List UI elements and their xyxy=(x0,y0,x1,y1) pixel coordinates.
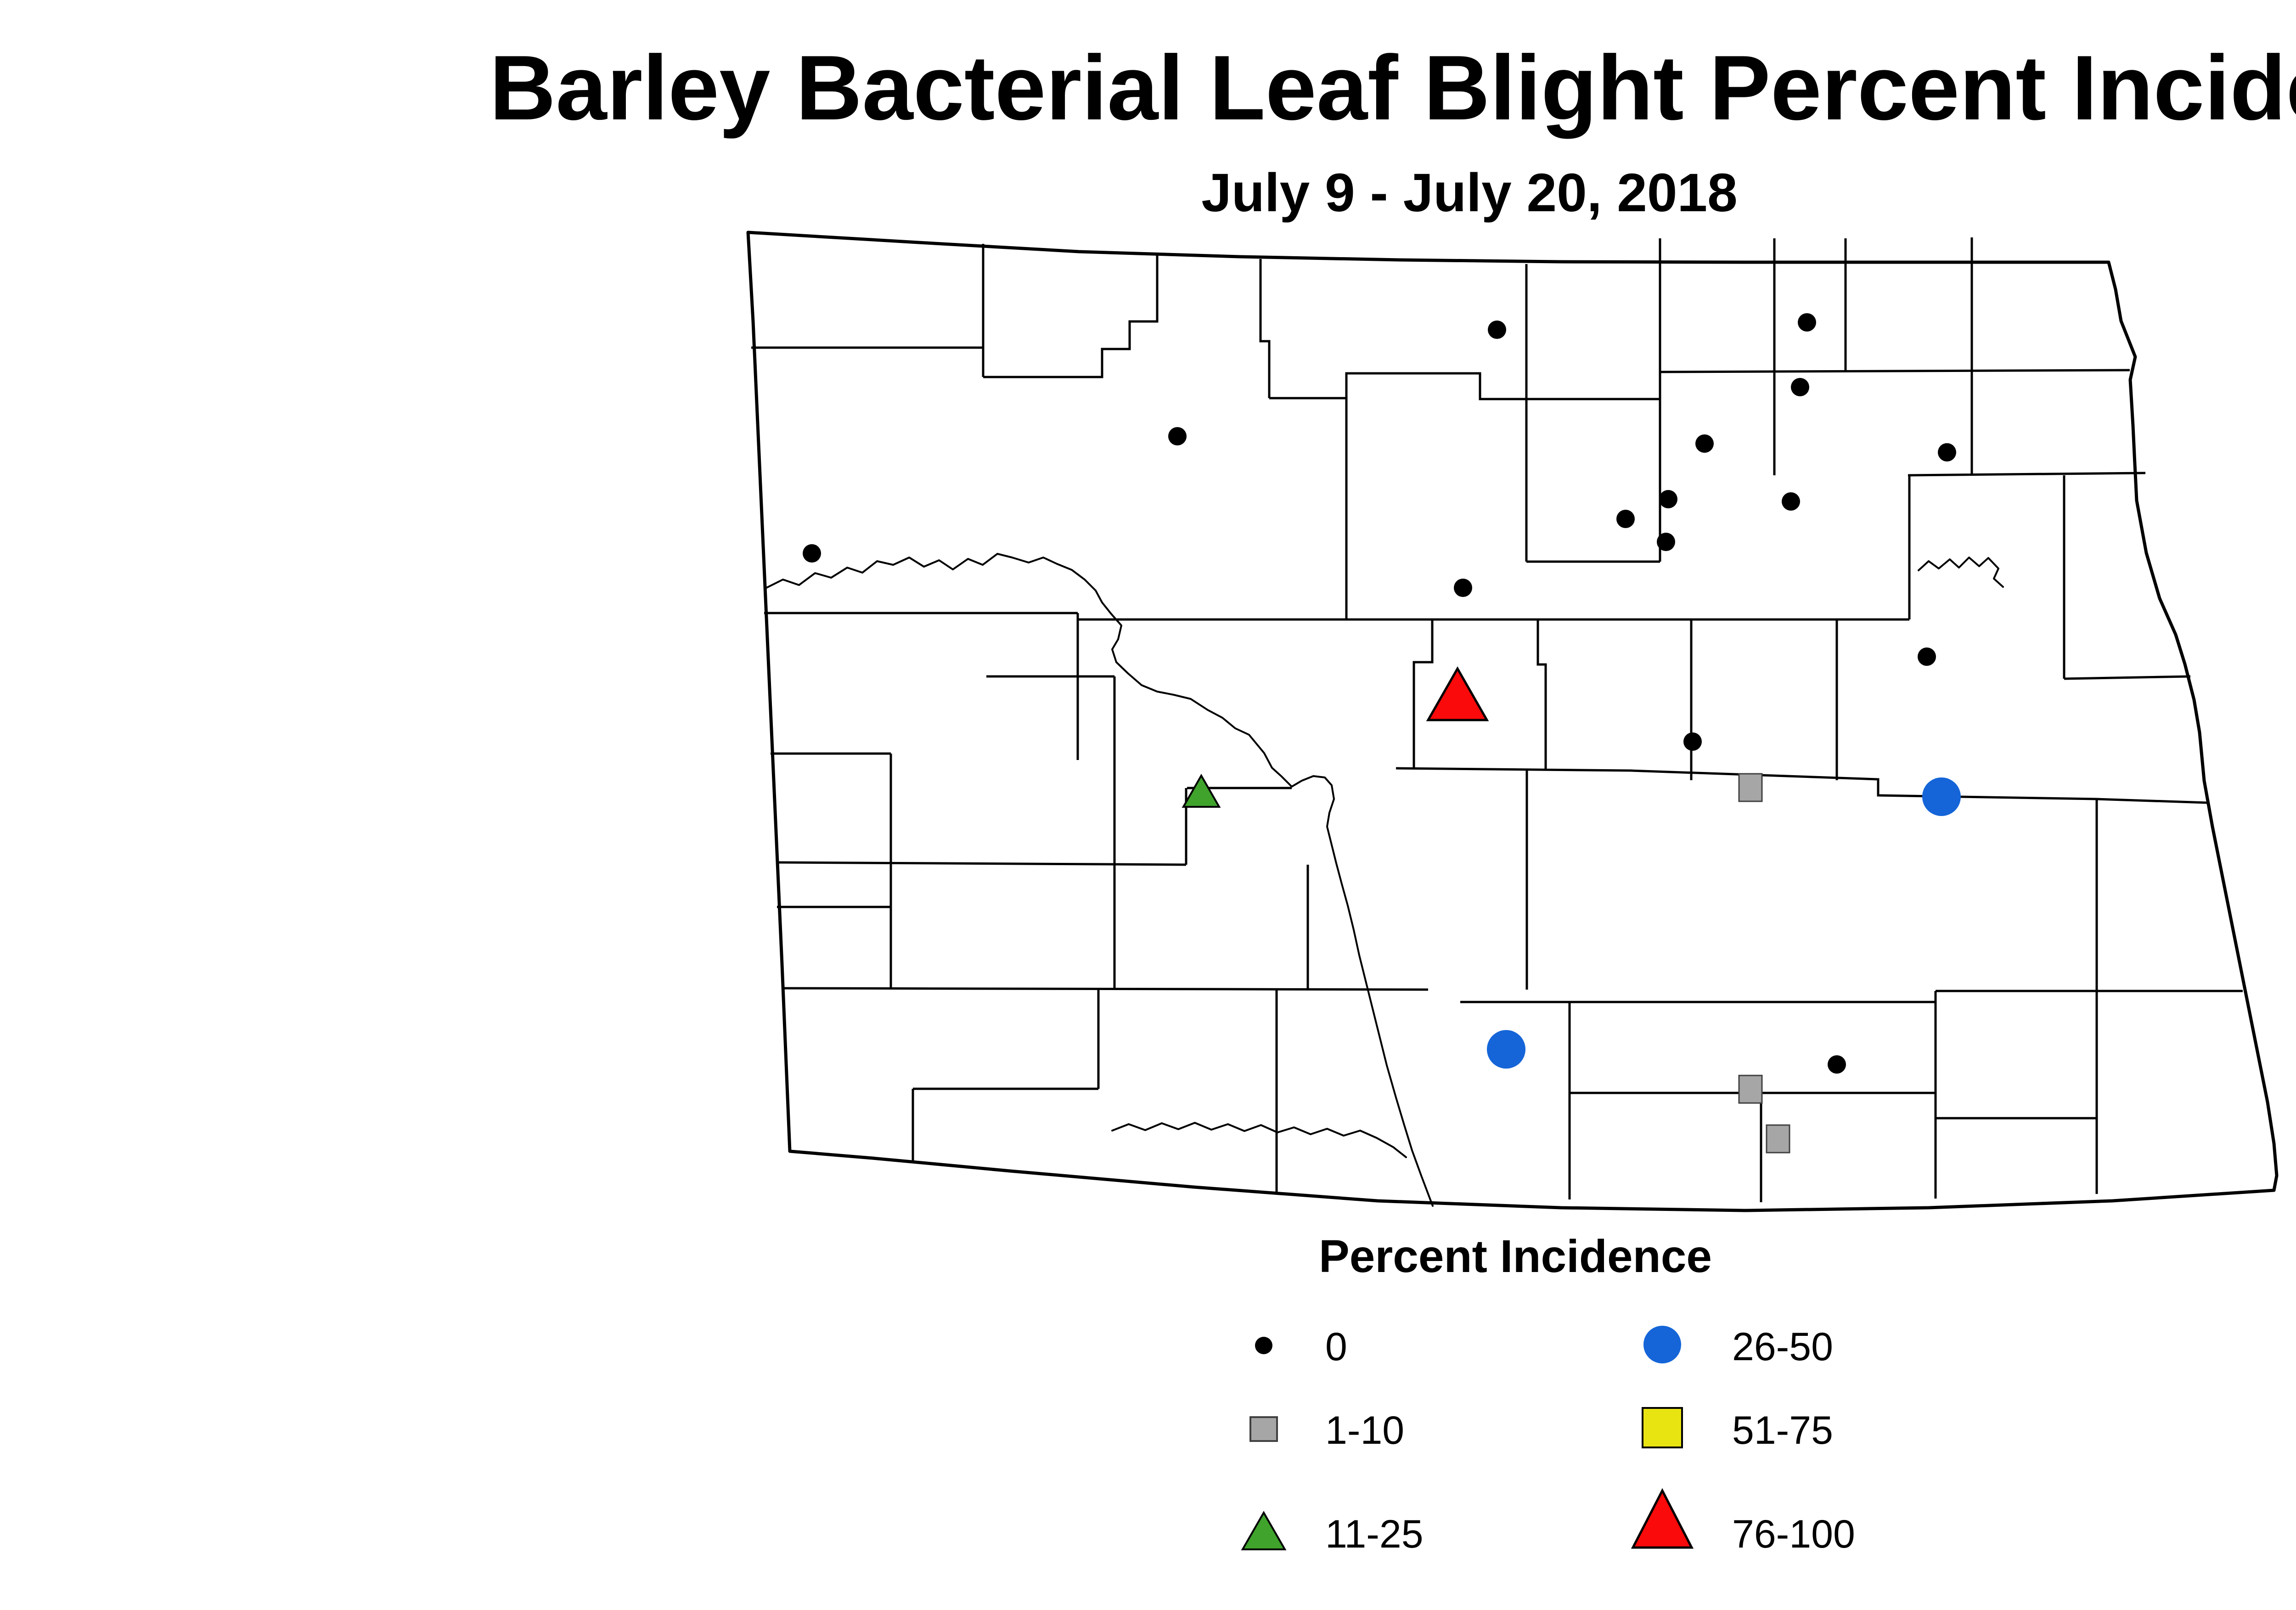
legend-item-label: 51-75 xyxy=(1732,1408,1833,1452)
map-markers xyxy=(803,313,1961,1154)
map-marker-0 xyxy=(1828,1055,1846,1074)
map-marker-0 xyxy=(1791,378,1809,396)
map-marker-0 xyxy=(1168,427,1187,445)
page-title: Barley Bacterial Leaf Blight Percent Inc… xyxy=(490,37,2296,139)
legend-symbol-black-dot xyxy=(1255,1337,1272,1354)
map-marker-1-10 xyxy=(1738,773,1763,802)
map-marker-0 xyxy=(1488,321,1506,339)
legend-symbol-green-triangle xyxy=(1241,1510,1287,1550)
map-marker-1-10 xyxy=(1738,1075,1763,1104)
devils-lake-line xyxy=(1918,557,2004,588)
map-marker-0 xyxy=(1695,434,1714,453)
legend-item-3: 26-50 xyxy=(1643,1325,1833,1369)
map-marker-0 xyxy=(1616,510,1635,528)
legend-symbol-blue-circle xyxy=(1643,1326,1681,1363)
legend-item-1: 1-10 xyxy=(1249,1408,1404,1452)
legend-symbol-gray-square xyxy=(1249,1416,1278,1442)
map-marker-0 xyxy=(1938,443,1956,462)
legend-symbol-yellow-square xyxy=(1642,1407,1683,1448)
map-marker-1-10 xyxy=(1766,1124,1790,1154)
legend-item-5: 76-100 xyxy=(1631,1488,1855,1556)
missouri-river-line xyxy=(764,553,1434,1207)
state-outline xyxy=(746,231,2279,1212)
county-borders xyxy=(751,237,2243,1202)
map-marker-0 xyxy=(1918,647,1936,666)
map-marker-0 xyxy=(1683,732,1702,751)
legend-item-label: 0 xyxy=(1325,1325,1347,1369)
legend-item-label: 76-100 xyxy=(1732,1512,1855,1556)
legend-item-label: 11-25 xyxy=(1325,1512,1424,1556)
map-marker-0 xyxy=(803,544,821,563)
legend-title: Percent Incidence xyxy=(1319,1231,1712,1282)
map-marker-26-50 xyxy=(1922,777,1961,816)
legend-item-4: 51-75 xyxy=(1642,1407,1833,1452)
map-marker-0 xyxy=(1454,579,1472,597)
legend-symbol-red-triangle xyxy=(1631,1488,1694,1549)
legend-item-0: 0 xyxy=(1255,1325,1347,1369)
subtitle: July 9 - July 20, 2018 xyxy=(1201,163,1738,223)
map-marker-11-25 xyxy=(1182,773,1221,808)
legend-item-label: 1-10 xyxy=(1325,1408,1404,1452)
cannonball-river-line xyxy=(1111,1122,1407,1158)
map-marker-0 xyxy=(1782,492,1800,511)
legend-item-2: 11-25 xyxy=(1241,1510,1424,1556)
map-marker-0 xyxy=(1657,533,1675,551)
legend-item-label: 26-50 xyxy=(1732,1325,1833,1369)
map-marker-0 xyxy=(1798,313,1816,332)
map-marker-76-100 xyxy=(1426,666,1489,721)
state-map xyxy=(746,231,2279,1212)
map-marker-26-50 xyxy=(1487,1030,1525,1069)
legend: Percent Incidence 0 1-10 11-25 26-50 51-… xyxy=(1241,1231,1855,1556)
map-marker-0 xyxy=(1659,490,1677,508)
